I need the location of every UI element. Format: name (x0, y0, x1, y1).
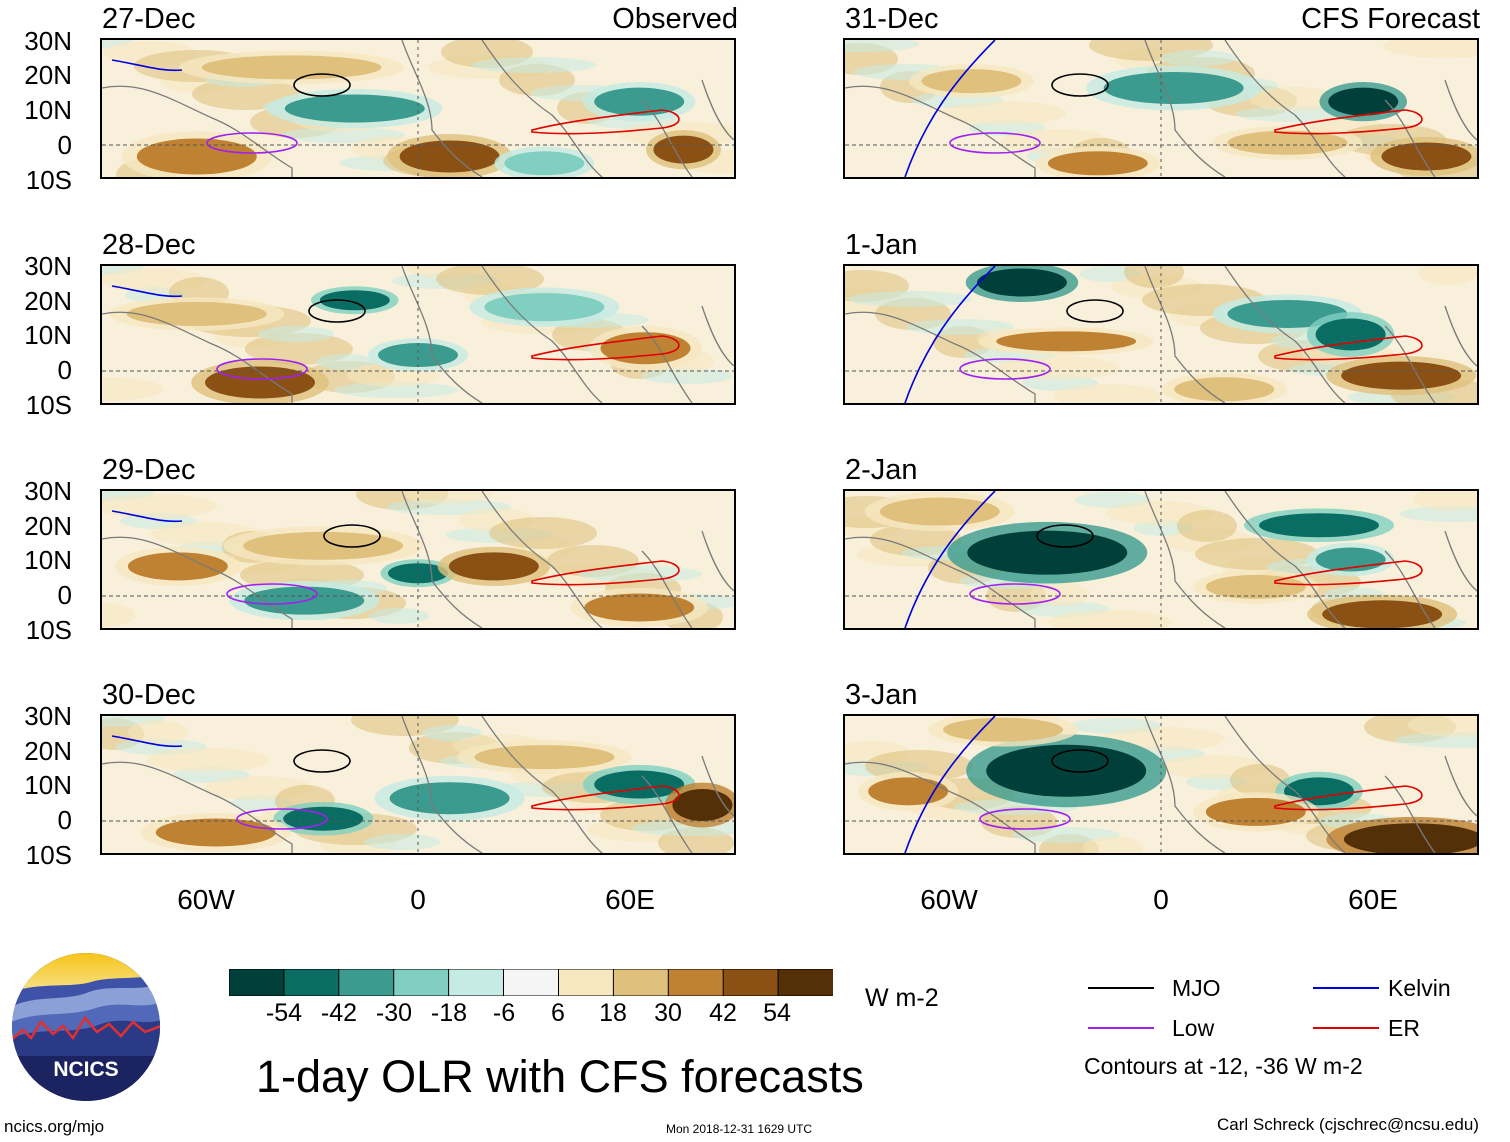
lat-label: 30N (24, 476, 72, 506)
colorbar-swatch (229, 969, 285, 996)
colorbar-swatch (283, 969, 340, 996)
colorbar-swatch (393, 969, 450, 996)
lat-label: 20N (24, 286, 72, 316)
lat-label: 0 (57, 805, 72, 835)
legend-kelvin: Kelvin (1388, 975, 1451, 1001)
lat-label: 10N (24, 770, 72, 800)
legend-line-mjo-low (1088, 987, 1154, 1029)
map-panel (100, 38, 736, 179)
map-panel (100, 714, 736, 855)
lon-label: 60W (177, 884, 235, 915)
colorbar-swatch (722, 969, 780, 996)
lat-label: 30N (24, 251, 72, 281)
colorbar-swatch (338, 969, 395, 996)
legend-low: Low (1172, 1015, 1215, 1041)
colorbar-label: 18 (599, 999, 627, 1027)
panel-source-label: CFS Forecast (1301, 3, 1480, 35)
legend-line-kelvin-er (1313, 987, 1379, 1029)
ncics-logo: NCICS (11, 952, 161, 1102)
lat-label: 20N (24, 60, 72, 90)
lat-label: 20N (24, 511, 72, 541)
lat-label: 10S (25, 615, 72, 645)
lat-label: 20N (24, 736, 72, 766)
lat-label: 10N (24, 320, 72, 350)
map-panel (843, 489, 1479, 630)
panel-date: 1-Jan (845, 229, 918, 261)
colorbar-label: 54 (763, 999, 791, 1027)
lat-label: 0 (57, 130, 72, 160)
colorbar-label: 42 (709, 999, 737, 1027)
colorbar-swatch (448, 969, 505, 996)
lat-label: 30N (24, 26, 72, 56)
colorbar-swatch (777, 969, 833, 996)
colorbar-swatch (558, 969, 615, 996)
colorbar-label: -18 (430, 999, 468, 1027)
colorbar-label: -30 (375, 999, 413, 1027)
footer-url: ncics.org/mjo (4, 1117, 105, 1136)
lat-label: 0 (57, 580, 72, 610)
map-panel (843, 38, 1479, 179)
footer-timestamp: Mon 2018-12-31 1629 UTC (666, 1122, 813, 1136)
figure-title: 1-day OLR with CFS forecasts (256, 1051, 864, 1102)
lon-label: 60E (605, 884, 655, 915)
colorbar-swatch (503, 969, 560, 996)
lat-label: 0 (57, 355, 72, 385)
lat-label: 10S (25, 390, 72, 420)
map-panel (100, 489, 736, 630)
legend-mjo: MJO (1172, 975, 1221, 1001)
colorbar-swatch (612, 969, 670, 996)
colorbar-units: W m-2 (865, 984, 939, 1012)
panel-date: 29-Dec (102, 454, 196, 486)
lat-label: 10S (25, 840, 72, 870)
colorbar-label: 30 (654, 999, 682, 1027)
legend-er: ER (1388, 1015, 1420, 1041)
panel-date: 30-Dec (102, 679, 196, 711)
logo-text: NCICS (53, 1058, 118, 1081)
colorbar-swatch (667, 969, 725, 996)
lat-label: 10N (24, 545, 72, 575)
colorbar-label: -54 (265, 999, 303, 1027)
ncics-logo-graphic: NCICS (12, 953, 160, 1101)
lat-label: 30N (24, 701, 72, 731)
lon-label: 0 (410, 884, 426, 915)
map-panel (843, 714, 1479, 855)
colorbar-swatches (229, 969, 833, 996)
colorbar-label: 6 (551, 999, 565, 1027)
panel-source-label: Observed (612, 3, 738, 35)
lat-label: 10N (24, 95, 72, 125)
panel-date: 2-Jan (845, 454, 918, 486)
lon-label: 0 (1153, 884, 1169, 915)
panel-date: 27-Dec (102, 3, 196, 35)
contour-note: Contours at -12, -36 W m-2 (1084, 1053, 1363, 1079)
panel-date: 31-Dec (845, 3, 939, 35)
panel-date: 28-Dec (102, 229, 196, 261)
panel-date: 3-Jan (845, 679, 918, 711)
map-panel (100, 264, 736, 405)
lon-label: 60W (920, 884, 978, 915)
colorbar-label: -6 (492, 999, 516, 1027)
colorbar-label: -42 (320, 999, 358, 1027)
map-panel (843, 264, 1479, 405)
lat-label: 10S (25, 165, 72, 195)
lon-label: 60E (1348, 884, 1398, 915)
footer-credit: Carl Schreck (cjschrec@ncsu.edu) (1217, 1115, 1479, 1134)
